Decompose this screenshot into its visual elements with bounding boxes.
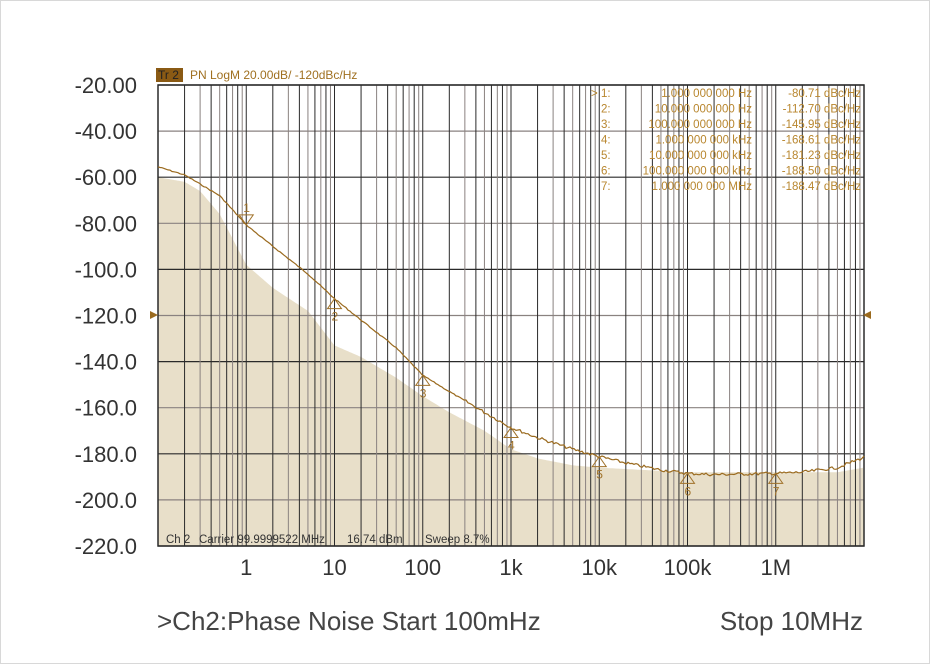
trace-info: PN LogM 20.00dB/ -120dBc/Hz: [190, 68, 357, 82]
y-tick-label: -200.0: [75, 488, 137, 513]
status-power: 16.74 dBm: [347, 534, 403, 546]
x-tick-label: 10k: [582, 555, 618, 580]
marker-4-triangle[interactable]: [503, 426, 519, 439]
marker-table-value: -188.47 dBc/Hz: [782, 181, 862, 193]
marker-2-label: 2: [332, 310, 339, 324]
marker-1-triangle[interactable]: [238, 214, 255, 226]
marker-table-frequency: 10.000 000 000 Hz: [655, 104, 752, 116]
marker-6-label: 6: [685, 484, 692, 498]
y-tick-label: -60.00: [75, 165, 137, 190]
marker-table-label[interactable]: 1:: [601, 88, 611, 100]
x-tick-label: 1: [240, 555, 252, 580]
marker-table-frequency: 100.000 000 000 kHz: [643, 166, 753, 178]
phase-noise-chart: 1 2 3 4 5 6 7 -20.00 -40.00 -60.00 -80.00 -100.0 -1…: [75, 68, 871, 580]
active-marker-indicator: >: [591, 88, 598, 100]
marker-table-frequency: 100.000 000 000 Hz: [648, 119, 752, 131]
footer-sweep-start: >Ch2:Phase Noise Start 100mHz: [157, 606, 541, 636]
y-tick-label: -220.0: [75, 534, 137, 559]
status-sweep: Sweep 8.7%: [425, 534, 490, 546]
marker-7-triangle[interactable]: [767, 472, 784, 484]
marker-table-label[interactable]: 7:: [601, 181, 611, 193]
marker-1-label: 1: [243, 201, 250, 215]
y-tick-label: -100.0: [75, 257, 137, 282]
marker-4-label: 4: [508, 439, 515, 453]
marker-6-triangle[interactable]: [679, 472, 696, 484]
marker-table-label[interactable]: 5:: [601, 150, 611, 162]
footer-sweep-stop: Stop 10MHz: [719, 606, 863, 636]
status-channel: Ch 2: [166, 534, 190, 546]
marker-3-triangle[interactable]: [414, 374, 431, 386]
y-tick-label: -140.0: [75, 350, 137, 375]
trace-badge-bg: [156, 68, 183, 82]
x-tick-label: 1M: [760, 555, 791, 580]
reference-arrow-left[interactable]: [150, 311, 158, 319]
marker-table-value: -168.61 dBc/Hz: [782, 135, 862, 147]
x-tick-label: 1k: [499, 555, 523, 580]
y-tick-label: -40.00: [75, 119, 137, 144]
reference-arrow-right[interactable]: [863, 311, 871, 319]
x-tick-label: 10: [322, 555, 346, 580]
marker-table-value: -145.95 dBc/Hz: [782, 119, 862, 131]
marker-3-label: 3: [420, 386, 427, 400]
marker-7-label: 7: [773, 484, 780, 498]
marker-5-triangle[interactable]: [591, 455, 608, 468]
y-tick-label: -80.00: [75, 211, 137, 236]
x-tick-label: 100: [404, 555, 441, 580]
marker-table-frequency: 1.000 000 000 MHz: [652, 181, 753, 193]
y-tick-label: -20.00: [75, 73, 137, 98]
y-tick-label: -120.0: [75, 304, 137, 329]
marker-table-frequency: 1.000 000 000 kHz: [655, 135, 752, 147]
marker-5-label: 5: [596, 468, 603, 482]
marker-table-frequency: 10.000 000 000 kHz: [649, 150, 752, 162]
y-tick-label: -160.0: [75, 396, 137, 421]
trace-badge[interactable]: Tr 2: [158, 68, 179, 82]
marker-table-value: -80.71 dBc/Hz: [788, 88, 861, 100]
status-carrier: Carrier 99.9999522 MHz: [199, 534, 325, 546]
marker-table-frequency: 1.000 000 000 Hz: [661, 88, 752, 100]
marker-table-value: -181.23 dBc/Hz: [782, 150, 862, 162]
marker-table-value: -188.50 dBc/Hz: [782, 166, 862, 178]
marker-table-label[interactable]: 2:: [601, 104, 611, 116]
marker-table-label[interactable]: 4:: [601, 135, 611, 147]
x-tick-label: 100k: [664, 555, 713, 580]
marker-table-label[interactable]: 3:: [601, 119, 611, 131]
marker-table-value: -112.70 dBc/Hz: [783, 104, 862, 116]
marker-2-triangle[interactable]: [326, 297, 343, 310]
y-tick-label: -180.0: [75, 442, 137, 467]
marker-table-label[interactable]: 6:: [601, 166, 611, 178]
